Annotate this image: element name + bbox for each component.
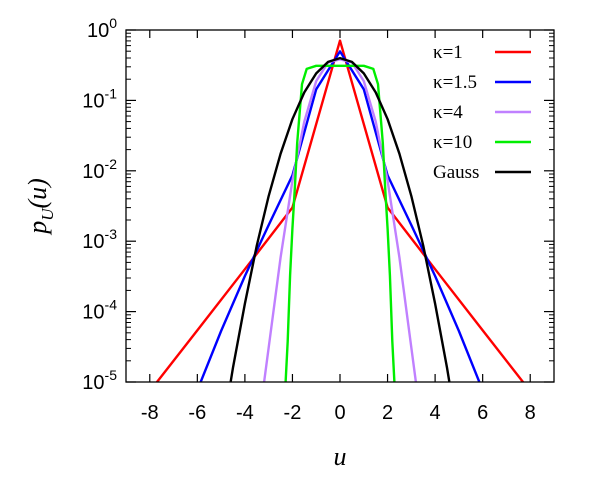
y-axis-title-main: p xyxy=(23,221,52,236)
series-line-3 xyxy=(284,64,396,382)
x-tick-label: 4 xyxy=(430,402,441,424)
legend-label: κ=1 xyxy=(433,42,463,63)
series-line-0 xyxy=(155,39,525,382)
x-tick-label: 0 xyxy=(334,402,345,424)
y-tick-label: 10-4 xyxy=(82,297,117,324)
x-axis-title: u xyxy=(334,442,347,471)
x-tick-label: -6 xyxy=(188,402,206,424)
series-curves xyxy=(155,39,525,382)
y-tick-label: 10-5 xyxy=(82,367,117,394)
plot-frame xyxy=(125,29,555,383)
x-tick-label: 6 xyxy=(477,402,488,424)
legend-label: κ=4 xyxy=(433,102,463,123)
x-axis: -8 -6 -4 -2 0 2 4 6 8 xyxy=(141,30,536,424)
y-axis: 100 10-1 10-2 10-3 10-4 10-5 xyxy=(82,15,554,394)
x-tick-label: 2 xyxy=(382,402,393,424)
legend-label: κ=10 xyxy=(433,132,472,153)
y-axis-title-subscript: U xyxy=(38,207,57,221)
y-axis-title-arg: (u) xyxy=(23,178,52,208)
legend-label: κ=1.5 xyxy=(433,72,477,93)
x-tick-label: 8 xyxy=(525,402,536,424)
y-axis-title: pU(u) xyxy=(23,178,57,236)
x-tick-label: -2 xyxy=(284,402,302,424)
series-line-1 xyxy=(199,50,481,382)
y-tick-label: 10-1 xyxy=(82,85,117,112)
y-tick-label: 10-2 xyxy=(82,156,117,183)
legend-label: Gauss xyxy=(433,162,479,183)
y-tick-label: 100 xyxy=(87,15,117,42)
x-tick-label: -8 xyxy=(141,402,159,424)
legend: κ=1 κ=1.5 κ=4 κ=10 Gauss xyxy=(433,42,531,183)
x-tick-label: -4 xyxy=(236,402,254,424)
y-tick-label: 10-3 xyxy=(82,226,117,253)
series-line-4 xyxy=(229,56,451,382)
